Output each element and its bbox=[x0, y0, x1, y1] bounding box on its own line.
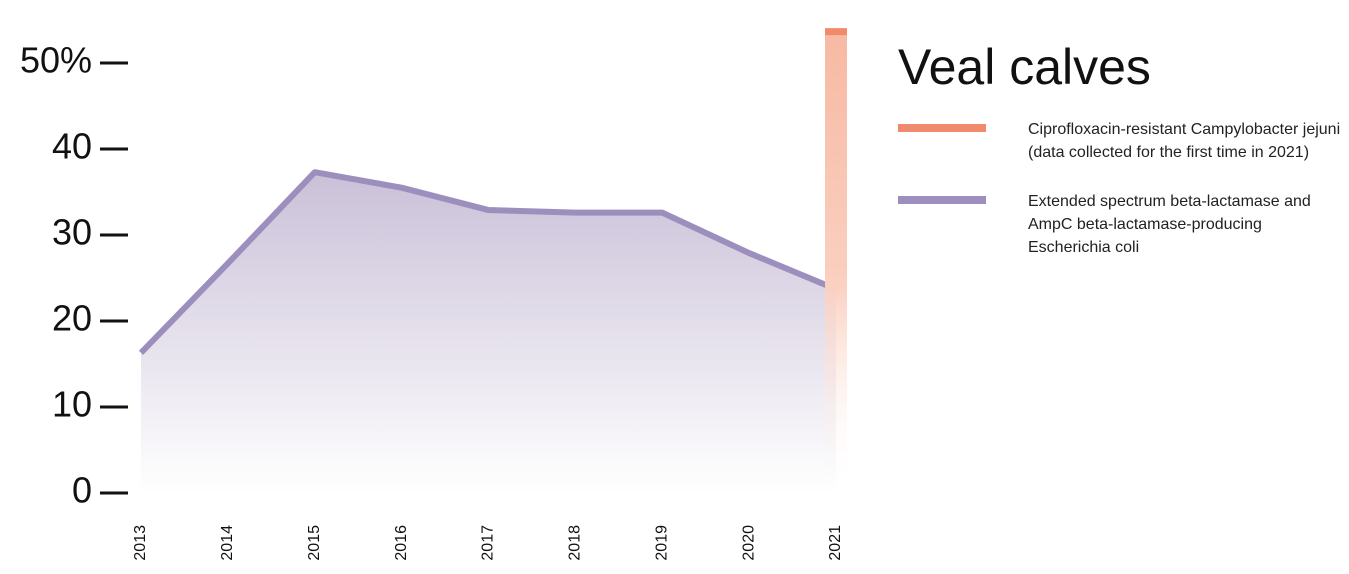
y-tick-label: 50% bbox=[20, 40, 92, 81]
legend-label: Ciprofloxacin-resistant Campylobacter je… bbox=[1028, 121, 1341, 161]
legend-swatch bbox=[898, 196, 986, 204]
x-tick-label: 2015 bbox=[306, 525, 323, 561]
x-tick-label: 2016 bbox=[393, 525, 410, 561]
legend-label: Extended spectrum beta-lactamase and Amp… bbox=[1028, 193, 1311, 256]
y-tick-label: 10 bbox=[52, 384, 92, 425]
x-tick-label: 2017 bbox=[480, 525, 497, 561]
bar bbox=[825, 28, 847, 493]
legend-item: Ciprofloxacin-resistant Campylobacter je… bbox=[898, 118, 1348, 164]
x-tick-label: 2019 bbox=[653, 525, 670, 561]
chart-title: Veal calves bbox=[898, 39, 1151, 95]
x-tick-label: 2020 bbox=[740, 525, 757, 561]
legend: Ciprofloxacin-resistant Campylobacter je… bbox=[898, 118, 1348, 285]
line bbox=[138, 169, 838, 355]
x-tick-label: 2014 bbox=[219, 525, 236, 561]
y-tick-label: 40 bbox=[52, 126, 92, 167]
y-tick-label: 30 bbox=[52, 212, 92, 253]
x-tick-label: 2018 bbox=[567, 525, 584, 561]
y-tick-label: 20 bbox=[52, 298, 92, 339]
x-tick-label: 2021 bbox=[827, 525, 844, 561]
legend-item: Extended spectrum beta-lactamase and Amp… bbox=[898, 190, 1348, 259]
y-tick-label: 0 bbox=[72, 470, 92, 511]
x-tick-label: 2013 bbox=[132, 525, 149, 561]
legend-swatch bbox=[898, 124, 986, 132]
area bbox=[141, 172, 836, 493]
